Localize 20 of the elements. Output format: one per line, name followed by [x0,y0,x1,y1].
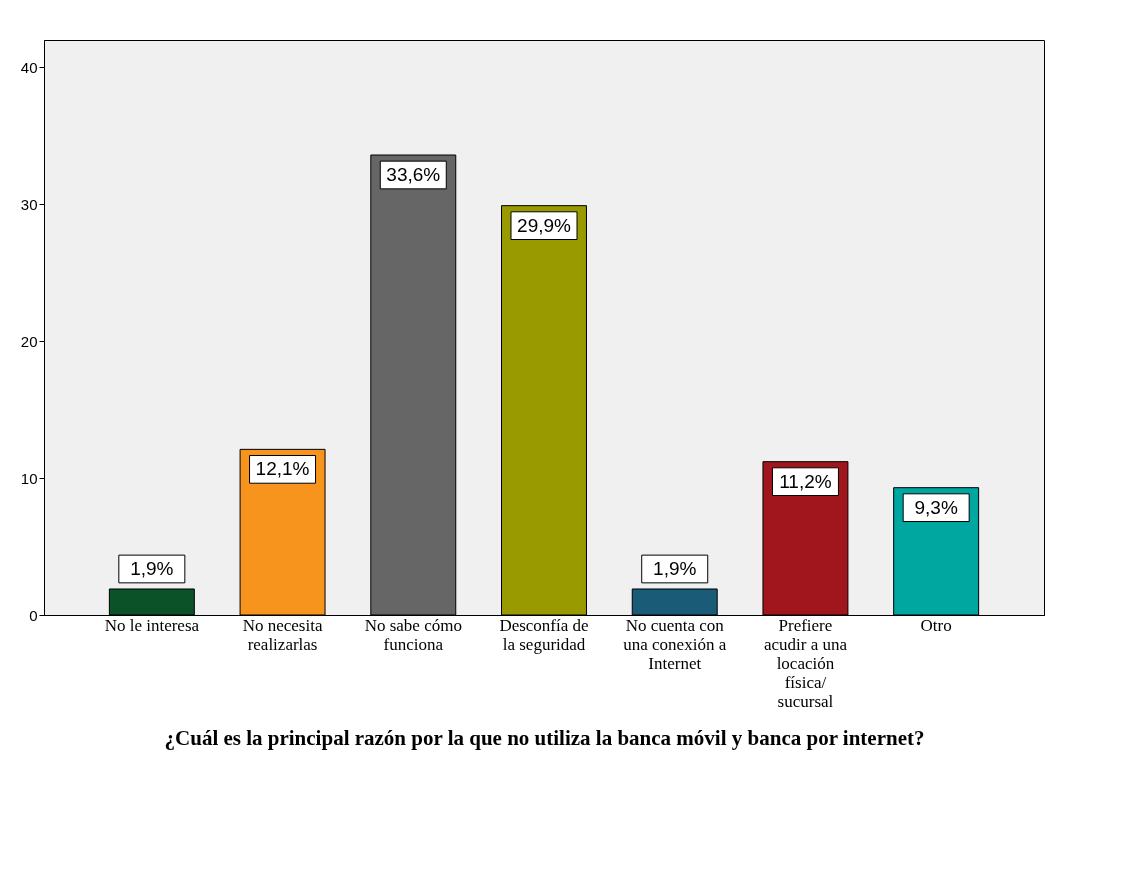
data-label: 1,9% [130,557,174,579]
x-tick-label: Desconfía de la seguridad [499,615,589,654]
x-axis-title: ¿Cuál es la principal razón por la que no utiliza la banca móvil y banca por internet? [164,725,925,750]
data-label: 1,9% [653,557,697,579]
y-tick-label: 10 [20,469,38,487]
y-tick-label: 30 [20,195,38,213]
x-tick-label: No cuenta con una conexión a Internet [623,615,727,673]
x-tick-label: No sabe cómo funciona [364,615,462,654]
data-label: 12,1% [255,458,310,480]
y-tick-label: 0 [29,606,38,624]
y-tick-label: 20 [20,332,38,350]
x-tick-label: Otro [920,615,952,635]
data-label: 11,2% [779,470,832,492]
x-tick-label: Prefiere acudir a una locación física/ sucursal [763,615,848,711]
data-label: 33,6% [386,164,441,185]
y-tick-label: 40 [20,58,38,76]
x-tick-label: No necesita realizarlas [242,615,323,654]
x-tick-label: No le interesa [104,615,200,635]
data-label: 29,9% [517,214,572,236]
data-label: 9,3% [914,496,958,518]
